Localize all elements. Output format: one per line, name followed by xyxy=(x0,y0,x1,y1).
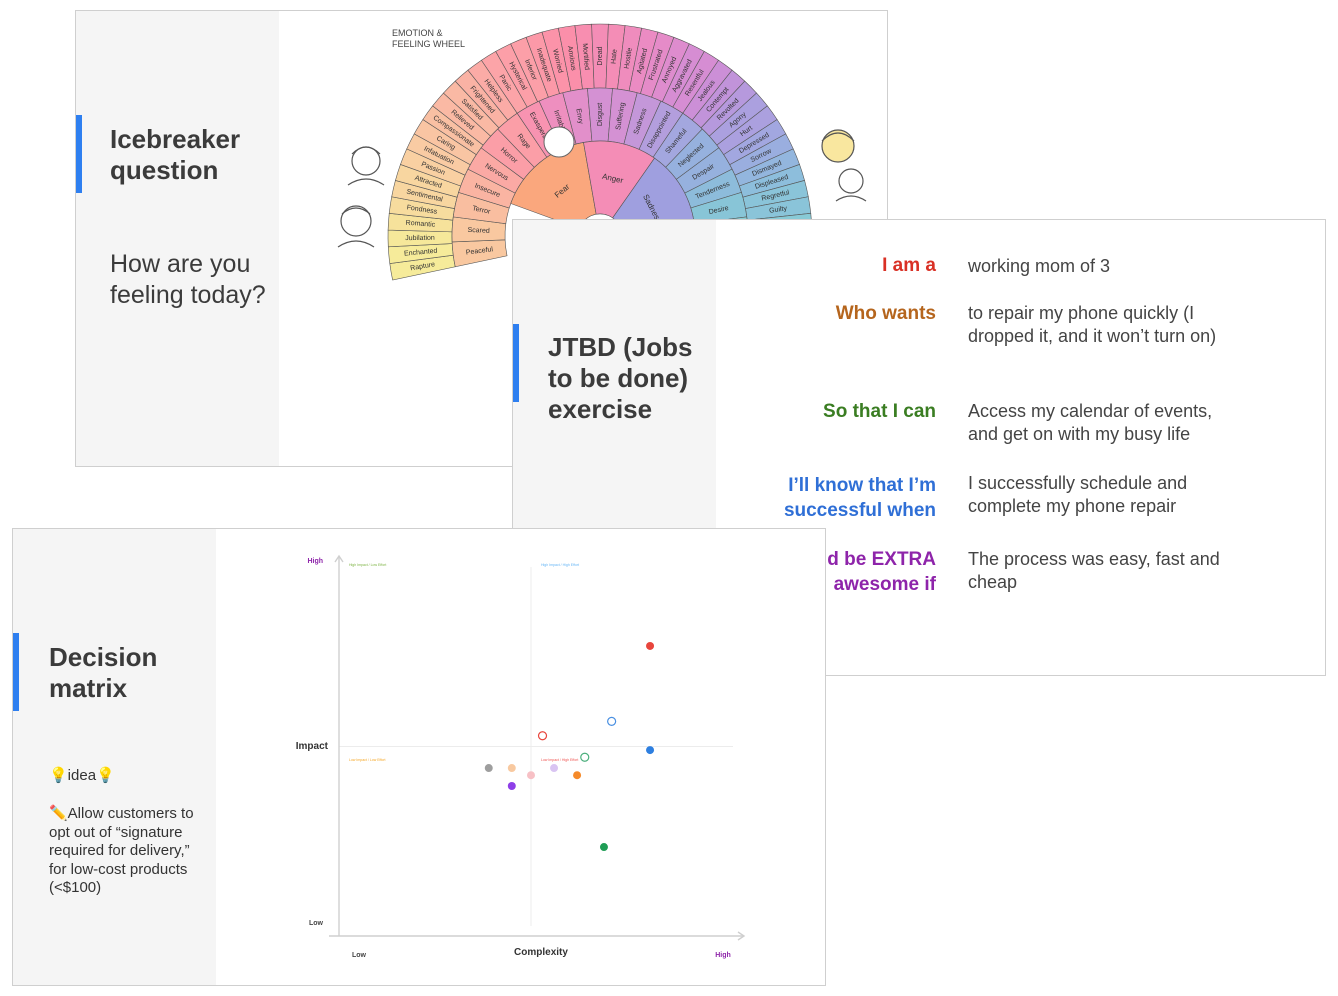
jtbd-value-column: working mom of 3 to repair my phone quic… xyxy=(968,220,1258,675)
scatter-point xyxy=(507,781,516,790)
wheel-outer-label: Rapture xyxy=(410,261,436,272)
jtbd-label-column: I am a Who wants So that I can I’ll know… xyxy=(736,220,936,675)
wheel-middle-label: Desire xyxy=(708,205,729,216)
decision-idea-heading: 💡idea💡 xyxy=(49,767,115,784)
wheel-outer-label: Guilty xyxy=(769,205,788,215)
y-tick-high: High xyxy=(307,558,323,565)
icebreaker-title: Icebreaker question xyxy=(110,124,241,185)
quadrant-label: High Impact / High Effort xyxy=(541,563,579,567)
jtbd-accent-bar xyxy=(513,324,519,402)
jtbd-label-so-that: So that I can xyxy=(823,401,936,422)
decision-title: Decision matrix xyxy=(49,642,158,703)
wheel-middle-label: Envy xyxy=(574,108,584,125)
decision-slide[interactable]: Decision matrix 💡idea💡 ✏️Allow customers… xyxy=(12,528,826,986)
scatter-point xyxy=(599,843,608,852)
wheel-title-line1: EMOTION & xyxy=(392,28,443,38)
scatter-point xyxy=(537,731,548,741)
avatar-illustration-right-2 xyxy=(835,168,867,202)
icebreaker-sidebar xyxy=(76,11,279,466)
jtbd-value-so-that: Access my calendar of events, and get on… xyxy=(968,401,1213,444)
scatter-point xyxy=(550,764,559,773)
jtbd-label-i-am-a: I am a xyxy=(882,255,936,276)
wheel-avatar-icon xyxy=(543,126,575,158)
decision-matrix-chart: High Impact / Low Effort High Impact / Hi… xyxy=(296,554,746,959)
x-axis-label: Complexity xyxy=(514,947,568,958)
quadrant-label: Low Impact / Low Effort xyxy=(349,758,386,762)
scatter-point xyxy=(484,764,493,773)
wheel-middle-label: Scared xyxy=(467,227,490,235)
x-axis-arrow xyxy=(737,931,746,941)
wheel-outer-label: Hate xyxy=(610,49,618,64)
y-tick-low: Low xyxy=(309,920,324,927)
wheel-outer-label: Romantic xyxy=(405,220,435,229)
scatter-point xyxy=(607,716,617,726)
jtbd-value-success: I successfully schedule and complete my … xyxy=(968,473,1188,516)
jtbd-label-who-wants: Who wants xyxy=(835,303,936,324)
scatter-point xyxy=(646,641,655,650)
jtbd-value-i-am-a: working mom of 3 xyxy=(968,256,1111,276)
wheel-outer-label: Enchanted xyxy=(404,248,438,258)
scatter-point xyxy=(527,771,535,780)
wheel-title-line2: FEELING WHEEL xyxy=(392,39,465,49)
y-axis-label: Impact xyxy=(296,741,329,752)
wheel-outer-label: Jubilation xyxy=(405,235,435,242)
avatar-illustration-left-2 xyxy=(337,205,375,248)
wheel-outer-label: Anxious xyxy=(566,45,577,71)
wheel-middle-label: Peaceful xyxy=(466,246,494,256)
wheel-middle-label: Suffering xyxy=(615,102,627,131)
wheel-outer-label: Hostile xyxy=(624,47,634,69)
avatar-illustration-left-1 xyxy=(347,146,385,186)
quadrant-label: Low Impact / High Effort xyxy=(541,758,578,762)
decision-accent-bar xyxy=(13,633,19,711)
scatter-point xyxy=(646,746,655,755)
wheel-outer-label: Mortified xyxy=(581,43,590,70)
icebreaker-question: How are you feeling today? xyxy=(110,250,266,309)
x-tick-high: High xyxy=(715,952,731,959)
quadrant-label: High Impact / Low Effort xyxy=(349,563,386,567)
y-axis-arrow xyxy=(334,554,344,563)
wheel-middle-label: Terror xyxy=(472,205,492,216)
jtbd-label-success: I’ll know that I’m successful when xyxy=(783,475,936,521)
avatar-illustration-right-1 xyxy=(821,129,855,163)
wheel-outer-label: Dread xyxy=(597,46,604,65)
icebreaker-accent-bar xyxy=(76,115,82,193)
jtbd-title: JTBD (Jobs to be done) exercise xyxy=(548,332,693,424)
decision-sidebar xyxy=(13,529,216,985)
scatter-point xyxy=(573,771,582,780)
wheel-middle-label: Disgust xyxy=(597,103,604,126)
scatter-point xyxy=(507,764,516,773)
wheel-outer-label: Fondness xyxy=(406,204,438,215)
jtbd-value-who-wants: to repair my phone quickly (I dropped it… xyxy=(968,303,1217,346)
jtbd-value-extra: The process was easy, fast and cheap xyxy=(968,549,1220,592)
decision-idea-text: ✏️Allow customers to opt out of “signatu… xyxy=(49,805,194,896)
scatter-point xyxy=(580,752,590,762)
jtbd-label-extra: It’d be EXTRA awesome if xyxy=(810,549,936,595)
x-tick-low: Low xyxy=(352,952,367,959)
